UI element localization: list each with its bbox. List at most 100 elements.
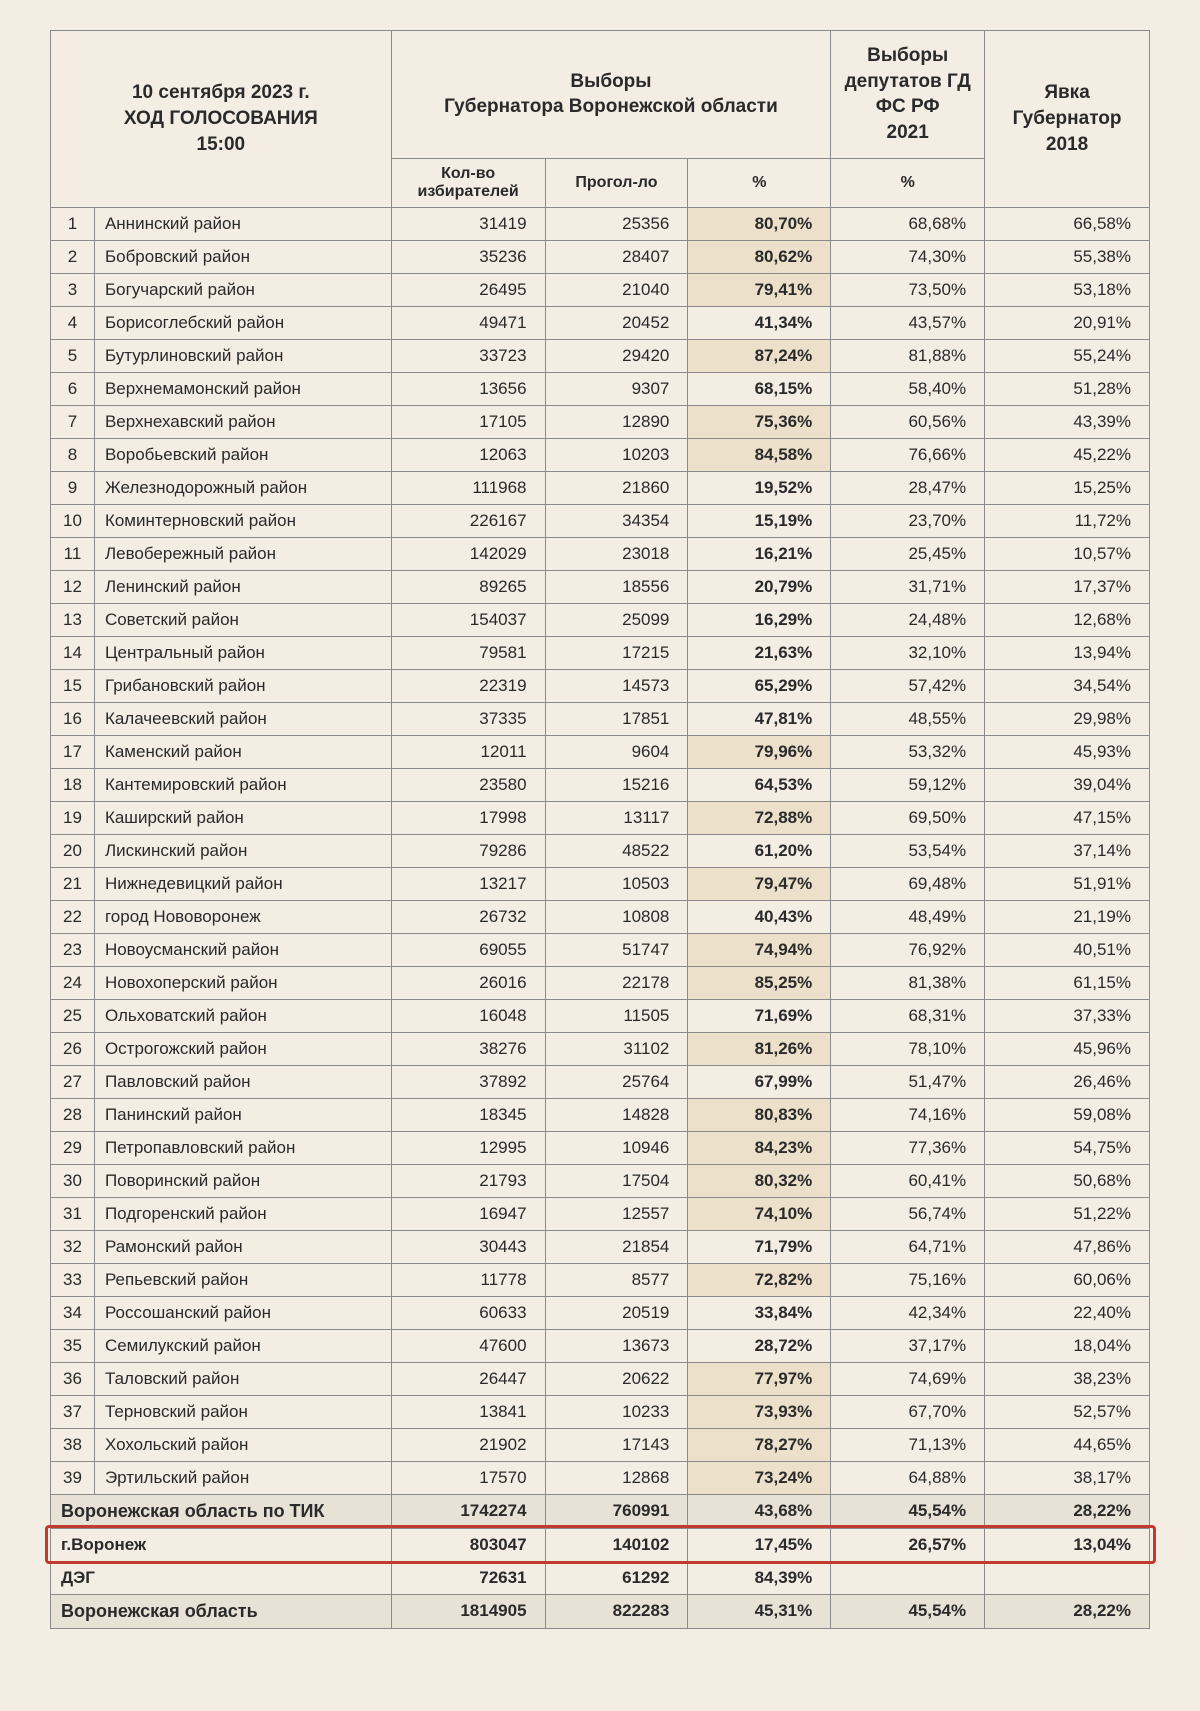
row-name: Эртильский район bbox=[94, 1461, 391, 1494]
row-name: Верхнехавский район bbox=[94, 405, 391, 438]
row-pct-2018: 11,72% bbox=[985, 504, 1150, 537]
row-num: 21 bbox=[51, 867, 95, 900]
row-voters: 35236 bbox=[391, 240, 545, 273]
row-voters: 17570 bbox=[391, 1461, 545, 1494]
table-row: 39Эртильский район175701286873,24%64,88%… bbox=[51, 1461, 1150, 1494]
row-voted: 11505 bbox=[545, 999, 688, 1032]
table-row: 27Павловский район378922576467,99%51,47%… bbox=[51, 1065, 1150, 1098]
row-pct-duma: 75,16% bbox=[831, 1263, 985, 1296]
row-pct-duma: 23,70% bbox=[831, 504, 985, 537]
row-pct-2018: 13,94% bbox=[985, 636, 1150, 669]
row-pct: 81,26% bbox=[688, 1032, 831, 1065]
row-num: 25 bbox=[51, 999, 95, 1032]
row-voted: 17504 bbox=[545, 1164, 688, 1197]
row-pct-2018: 50,68% bbox=[985, 1164, 1150, 1197]
row-num: 1 bbox=[51, 207, 95, 240]
row-pct-2018: 40,51% bbox=[985, 933, 1150, 966]
row-pct-duma: 73,50% bbox=[831, 273, 985, 306]
row-voted: 10503 bbox=[545, 867, 688, 900]
row-pct-2018: 55,24% bbox=[985, 339, 1150, 372]
row-voters: 37892 bbox=[391, 1065, 545, 1098]
table-row: 25Ольховатский район160481150571,69%68,3… bbox=[51, 999, 1150, 1032]
row-pct-2018: 20,91% bbox=[985, 306, 1150, 339]
row-pct-duma: 42,34% bbox=[831, 1296, 985, 1329]
row-pct: 78,27% bbox=[688, 1428, 831, 1461]
row-pct: 72,82% bbox=[688, 1263, 831, 1296]
voting-table: 10 сентября 2023 г. ХОД ГОЛОСОВАНИЯ 15:0… bbox=[50, 30, 1150, 1629]
row-name: Петропавловский район bbox=[94, 1131, 391, 1164]
row-voted: 21854 bbox=[545, 1230, 688, 1263]
row-voters: 16947 bbox=[391, 1197, 545, 1230]
row-num: 24 bbox=[51, 966, 95, 999]
deg-voted: 61292 bbox=[545, 1561, 688, 1594]
row-voted: 21040 bbox=[545, 273, 688, 306]
row-num: 9 bbox=[51, 471, 95, 504]
row-voters: 26447 bbox=[391, 1362, 545, 1395]
hl-pct: 17,45% bbox=[688, 1528, 831, 1561]
row-name: Острогожский район bbox=[94, 1032, 391, 1065]
row-pct-2018: 38,23% bbox=[985, 1362, 1150, 1395]
row-pct-2018: 15,25% bbox=[985, 471, 1150, 504]
table-row: 28Панинский район183451482880,83%74,16%5… bbox=[51, 1098, 1150, 1131]
row-num: 36 bbox=[51, 1362, 95, 1395]
row-name: Репьевский район bbox=[94, 1263, 391, 1296]
row-voted: 10946 bbox=[545, 1131, 688, 1164]
table-row: 5Бутурлиновский район337232942087,24%81,… bbox=[51, 339, 1150, 372]
row-voters: 17998 bbox=[391, 801, 545, 834]
row-pct-duma: 60,56% bbox=[831, 405, 985, 438]
row-voters: 16048 bbox=[391, 999, 545, 1032]
row-pct: 75,36% bbox=[688, 405, 831, 438]
row-pct-duma: 43,57% bbox=[831, 306, 985, 339]
row-name: Павловский район bbox=[94, 1065, 391, 1098]
row-pct-2018: 26,46% bbox=[985, 1065, 1150, 1098]
final-name: Воронежская область bbox=[51, 1594, 392, 1628]
row-pct: 84,23% bbox=[688, 1131, 831, 1164]
row-voted: 20452 bbox=[545, 306, 688, 339]
row-pct: 79,47% bbox=[688, 867, 831, 900]
table-row: 13Советский район1540372509916,29%24,48%… bbox=[51, 603, 1150, 636]
table-row: 24Новохоперский район260162217885,25%81,… bbox=[51, 966, 1150, 999]
row-pct-duma: 69,50% bbox=[831, 801, 985, 834]
row-pct-2018: 18,04% bbox=[985, 1329, 1150, 1362]
row-voters: 89265 bbox=[391, 570, 545, 603]
row-num: 34 bbox=[51, 1296, 95, 1329]
row-pct-duma: 48,49% bbox=[831, 900, 985, 933]
row-pct-duma: 31,71% bbox=[831, 570, 985, 603]
row-pct-2018: 61,15% bbox=[985, 966, 1150, 999]
row-pct-2018: 22,40% bbox=[985, 1296, 1150, 1329]
row-voters: 18345 bbox=[391, 1098, 545, 1131]
row-pct-2018: 37,14% bbox=[985, 834, 1150, 867]
row-voted: 15216 bbox=[545, 768, 688, 801]
row-voted: 21860 bbox=[545, 471, 688, 504]
row-voted: 9307 bbox=[545, 372, 688, 405]
row-name: Каменский район bbox=[94, 735, 391, 768]
final-pct2: 45,54% bbox=[831, 1594, 985, 1628]
table-row: 1Аннинский район314192535680,70%68,68%66… bbox=[51, 207, 1150, 240]
row-voted: 28407 bbox=[545, 240, 688, 273]
row-pct-2018: 47,15% bbox=[985, 801, 1150, 834]
row-pct: 80,62% bbox=[688, 240, 831, 273]
row-num: 32 bbox=[51, 1230, 95, 1263]
row-name: Левобережный район bbox=[94, 537, 391, 570]
row-pct: 47,81% bbox=[688, 702, 831, 735]
table-row: 8Воробьевский район120631020384,58%76,66… bbox=[51, 438, 1150, 471]
row-voters: 11778 bbox=[391, 1263, 545, 1296]
row-pct-duma: 48,55% bbox=[831, 702, 985, 735]
row-deg: ДЭГ 72631 61292 84,39% bbox=[51, 1561, 1150, 1594]
table-row: 20Лискинский район792864852261,20%53,54%… bbox=[51, 834, 1150, 867]
row-name: Кантемировский район bbox=[94, 768, 391, 801]
row-pct-duma: 53,32% bbox=[831, 735, 985, 768]
row-name: Семилукский район bbox=[94, 1329, 391, 1362]
sum1-voted: 760991 bbox=[545, 1494, 688, 1528]
row-voted: 25099 bbox=[545, 603, 688, 636]
row-pct-2018: 21,19% bbox=[985, 900, 1150, 933]
row-voted: 25356 bbox=[545, 207, 688, 240]
row-pct-duma: 28,47% bbox=[831, 471, 985, 504]
row-pct: 84,58% bbox=[688, 438, 831, 471]
row-voted: 12868 bbox=[545, 1461, 688, 1494]
table-row: 30Поворинский район217931750480,32%60,41… bbox=[51, 1164, 1150, 1197]
row-pct: 73,93% bbox=[688, 1395, 831, 1428]
row-name: Воробьевский район bbox=[94, 438, 391, 471]
row-voters: 79581 bbox=[391, 636, 545, 669]
row-pct: 15,19% bbox=[688, 504, 831, 537]
